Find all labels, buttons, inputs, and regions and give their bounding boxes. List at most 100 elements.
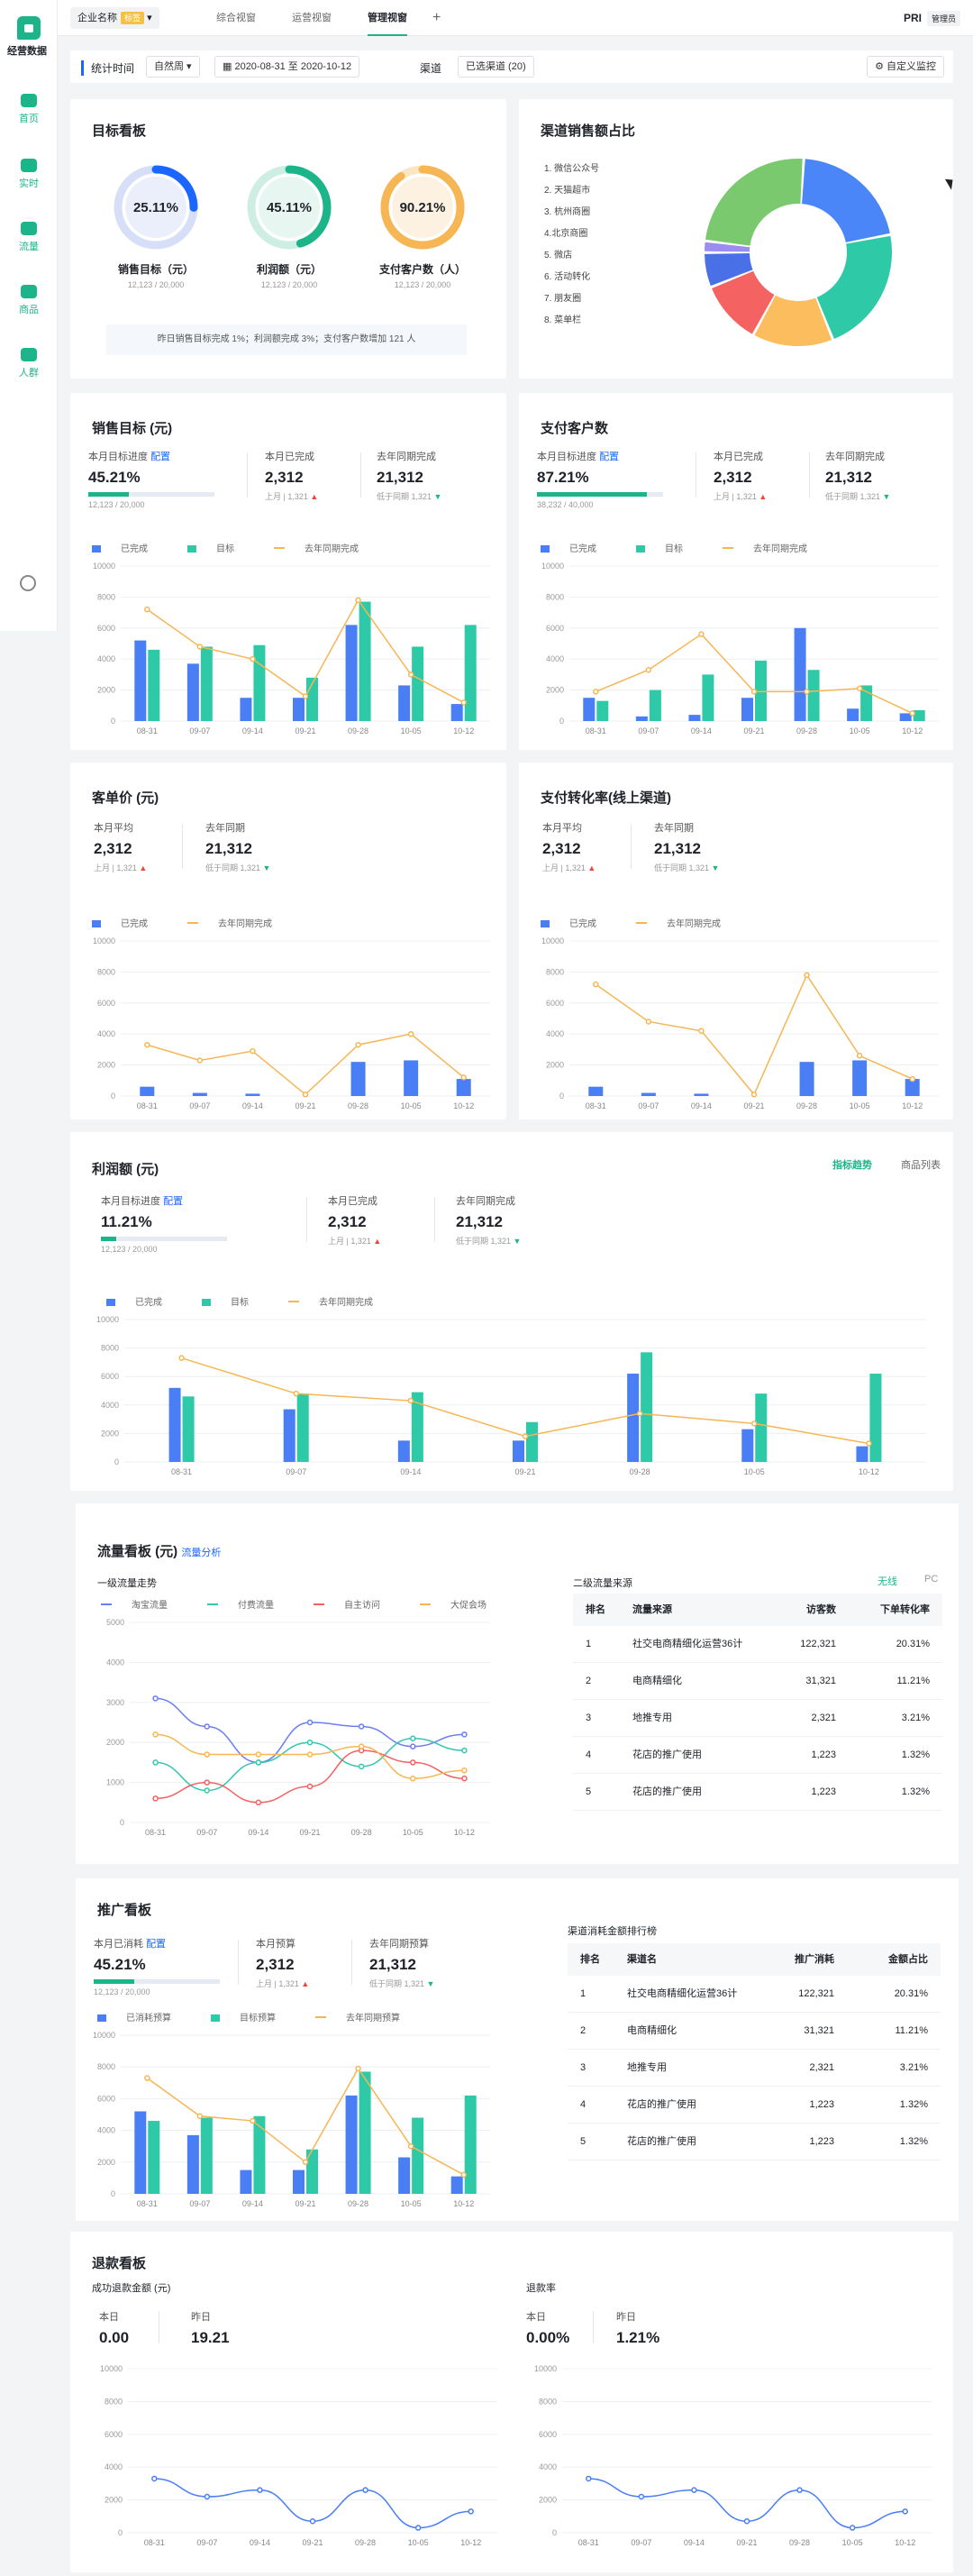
bar-0 (899, 713, 912, 721)
bell-icon[interactable] (20, 575, 36, 591)
target-board-card: 目标看板 25.11% 销售目标（元） 12,123 / 20,000 45.11% 利… (70, 99, 506, 379)
channel-legend-item[interactable]: 6. 活动转化 (544, 272, 591, 282)
y-tick-label: 8000 (105, 2397, 123, 2406)
legend-item[interactable]: 已完成 (92, 919, 168, 929)
config-link[interactable]: 配置 (163, 1196, 184, 1207)
kpi-value: 11.21% (101, 1213, 152, 1230)
config-link[interactable]: 配置 (146, 1939, 167, 1950)
series-line (155, 1749, 465, 1804)
config-link[interactable]: 配置 (150, 452, 171, 462)
tab-management[interactable]: 管理视窗 (368, 0, 407, 36)
bar-1 (412, 646, 424, 721)
legend-item[interactable]: 去年同期完成 (274, 544, 378, 554)
channel-legend-item[interactable]: 1. 微信公众号 (544, 164, 600, 174)
kpi-compare: 低于同期 1,321 ▼ (654, 862, 719, 873)
table-row[interactable]: 3 地推专用 2,321 3.21% (573, 1700, 942, 1737)
custom-monitor-button[interactable]: ⚙ 自定义监控 (867, 56, 944, 78)
tab-product-list[interactable]: 商品列表 (901, 1160, 941, 1171)
legend-item[interactable]: 去年同期完成 (636, 919, 741, 929)
table-row[interactable]: 1 社交电商精细化运营36计 122,321 20.31% (573, 1626, 942, 1663)
refund-card: 退款看板 成功退款金额 (元) 本日 0.00 昨日 19.21 0 2000 4000… (70, 2232, 953, 2572)
bar-0 (583, 698, 596, 721)
period-select[interactable]: 自然周 ▾ (146, 56, 200, 78)
x-tick-label: 10-05 (842, 2538, 863, 2547)
traffic-analysis-link[interactable]: 流量分析 (181, 1548, 222, 1558)
table-row[interactable]: 2 电商精细化 31,321 11.21% (573, 1663, 942, 1700)
legend-item[interactable]: 已消耗预算 (97, 2014, 191, 2023)
legend-item[interactable]: 已完成 (106, 1298, 182, 1308)
legend-item[interactable]: 目标 (202, 1298, 268, 1308)
channel-legend-item[interactable]: 2. 天猫超市 (544, 186, 591, 196)
user-menu[interactable]: PRI 管理员 (904, 11, 960, 26)
channel-select[interactable]: 已选渠道 (20) (458, 56, 534, 78)
table-row[interactable]: 2 电商精细化 31,321 11.21% (568, 2013, 941, 2050)
legend-item[interactable]: 已完成 (92, 544, 168, 554)
table-header: 排名 流量来源 访客数 下单转化率 (573, 1594, 942, 1626)
y-tick-label: 4000 (97, 1029, 115, 1038)
channel-legend-item[interactable]: 8. 菜单栏 (544, 315, 582, 325)
legend-label: 淘宝流量 (132, 1601, 168, 1611)
table-row[interactable]: 5 花店的推广使用 1,223 1.32% (568, 2124, 941, 2160)
legend-item[interactable]: 目标预算 (211, 2014, 296, 2023)
nav-item-traffic[interactable]: 流量 (0, 222, 58, 253)
table-row[interactable]: 4 花店的推广使用 1,223 1.32% (568, 2087, 941, 2124)
legend-item[interactable]: 去年同期完成 (288, 1298, 393, 1308)
table-cell: 电商精细化 (627, 2025, 677, 2036)
y-tick-label: 4000 (546, 1029, 564, 1038)
table-row[interactable]: 4 花店的推广使用 1,223 1.32% (573, 1737, 942, 1774)
y-tick-label: 8000 (546, 967, 564, 976)
legend-item[interactable]: 已完成 (541, 919, 616, 929)
tab-indicator-trend[interactable]: 指标趋势 (832, 1160, 872, 1171)
kpi-compare: 上月 | 1,321 ▲ (94, 862, 147, 873)
kpi-label-text: 去年同期完成 (377, 452, 436, 462)
tab-wireless[interactable]: 无线 (878, 1576, 897, 1587)
y-tick-label: 2000 (97, 686, 115, 695)
kpi-3: 去年同期完成 21,312 低于同期 1,321 ▼ (825, 449, 890, 502)
config-link[interactable]: 配置 (599, 452, 620, 462)
legend-item[interactable]: 已完成 (541, 544, 616, 554)
nav-item-home[interactable]: 首页 (0, 94, 58, 125)
legend-item[interactable]: 目标 (187, 544, 254, 554)
legend-item[interactable]: 大促会场 (420, 1601, 506, 1611)
nav-item-realtime[interactable]: 实时 (0, 159, 58, 190)
kpi-label: 本月平均 (542, 820, 596, 835)
table-row[interactable]: 1 社交电商精细化运营36计 122,321 20.31% (568, 1976, 941, 2013)
legend-item[interactable]: 付费流量 (207, 1601, 294, 1611)
tab-overview[interactable]: 综合视窗 (216, 13, 256, 23)
chart-legend: 已完成 目标 去年同期完成 (106, 1294, 413, 1308)
y-tick-label: 0 (552, 2528, 557, 2537)
line-point (645, 666, 652, 673)
bar-0 (240, 2170, 252, 2194)
nav-item-product[interactable]: 商品 (0, 285, 58, 316)
channel-legend-item[interactable]: 3. 杭州商圈 (544, 207, 591, 217)
add-tab-button[interactable]: + (432, 10, 441, 25)
channel-legend-item[interactable]: 4.北京商圈 (544, 229, 588, 239)
tab-pc[interactable]: PC (924, 1574, 939, 1585)
customers-chart: 0 2000 4000 6000 8000 10000 08-31 09-07 09-14 09-… (541, 562, 939, 735)
legend-item[interactable]: 去年同期完成 (187, 919, 292, 929)
legend-item[interactable]: 自主访问 (314, 1601, 400, 1611)
channel-legend-item[interactable]: 7. 朋友圈 (544, 294, 582, 304)
tab-operations[interactable]: 运营视窗 (292, 13, 332, 23)
legend-item[interactable]: 目标 (636, 544, 703, 554)
legend-item[interactable]: 去年同期预算 (315, 2014, 420, 2023)
legend-item[interactable]: 淘宝流量 (101, 1601, 187, 1611)
kpi-value: 21,312 (369, 1956, 416, 1973)
kpi-value: 2,312 (265, 469, 304, 486)
channel-legend-item[interactable]: 5. 微店 (544, 251, 573, 260)
table-row[interactable]: 5 花店的推广使用 1,223 1.32% (573, 1774, 942, 1811)
x-tick-label: 09-14 (691, 726, 712, 735)
x-tick-label: 09-14 (242, 726, 263, 735)
date-range-picker[interactable]: ▦ 2020-08-31 至 2020-10-12 (214, 56, 360, 78)
y-tick-label: 4000 (539, 2462, 557, 2471)
y-tick-label: 6000 (101, 1372, 119, 1381)
app-logo[interactable]: 经营数据 (7, 16, 47, 58)
y-tick-label: 6000 (546, 624, 564, 633)
company-selector[interactable]: 企业名称 标签 ▾ (70, 7, 159, 29)
nav-item-audience[interactable]: 人群 (0, 348, 58, 379)
table-row[interactable]: 3 地推专用 2,321 3.21% (568, 2050, 941, 2087)
kpi-label: 去年同期完成 (825, 449, 890, 463)
bar-0 (398, 2157, 411, 2194)
y-tick-label: 10000 (541, 936, 564, 945)
legend-item[interactable]: 去年同期完成 (723, 544, 827, 554)
